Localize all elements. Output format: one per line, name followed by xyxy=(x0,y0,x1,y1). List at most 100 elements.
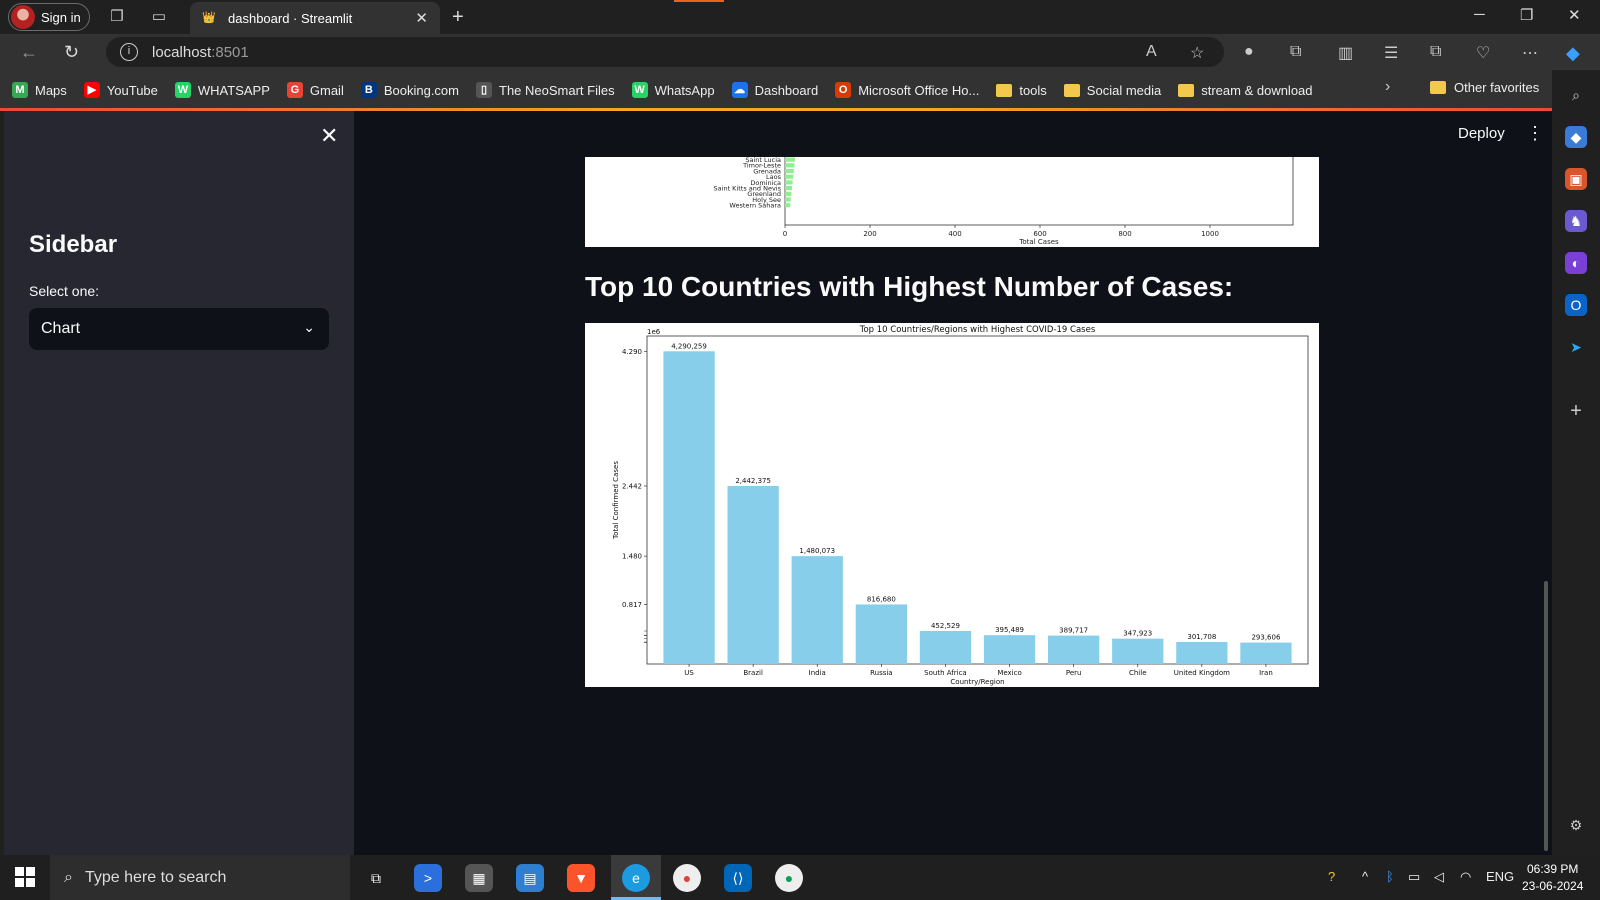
y-axis-label: Total Confirmed Cases xyxy=(612,461,620,540)
browser-essentials-icon[interactable]: ♡ xyxy=(1476,45,1491,62)
vscode-icon[interactable]: ⟨⟩ xyxy=(724,864,752,892)
address-bar[interactable]: i localhost:8501 xyxy=(106,37,1224,67)
main-scrollbar[interactable] xyxy=(1544,581,1548,851)
read-aloud-icon[interactable]: A xyxy=(1146,43,1157,60)
top-chart-x-tick-label: 200 xyxy=(863,230,876,238)
brave-icon[interactable]: ▼ xyxy=(567,864,595,892)
url-host: localhost xyxy=(152,43,212,61)
close-sidebar-icon[interactable]: ✕ xyxy=(320,123,339,148)
sidebar-settings-gear-icon[interactable]: ⚙ xyxy=(1569,817,1583,833)
edge-sidebar: ⌕ ◆ ▣ ♞ ◐ O ➤ + ⚙ xyxy=(1552,70,1600,855)
wifi-icon[interactable]: ◠ xyxy=(1460,869,1472,884)
chart-type-select[interactable]: Chart ⌄ xyxy=(29,308,329,350)
help-icon[interactable]: ? xyxy=(1328,869,1336,884)
collections-icon[interactable]: ⧉ xyxy=(1430,43,1442,60)
bookmark-item[interactable]: ▯ The NeoSmart Files xyxy=(476,82,615,98)
chrome-icon[interactable]: ● xyxy=(673,864,701,892)
tools-briefcase-icon[interactable]: ▣ xyxy=(1565,168,1587,190)
bookmark-item[interactable]: W WHATSAPP xyxy=(174,82,270,98)
back-icon[interactable]: ← xyxy=(20,42,38,62)
tab-dashboard[interactable]: 👑 dashboard · Streamlit ✕ xyxy=(190,2,440,34)
copilot-icon[interactable]: ◆ xyxy=(1566,43,1580,63)
bar-value-label: 1,480,073 xyxy=(799,547,835,555)
favorites-icon[interactable]: ☰ xyxy=(1384,45,1399,62)
taskbar-search-input[interactable]: ⌕ Type here to search xyxy=(50,855,350,900)
bookmark-item[interactable]: O Microsoft Office Ho... xyxy=(835,82,979,98)
office-icon[interactable]: ◐ xyxy=(1565,252,1587,274)
top-chart-bar xyxy=(785,186,792,191)
send-icon[interactable]: ➤ xyxy=(1570,339,1582,355)
bookmark-item[interactable]: Social media xyxy=(1063,82,1162,98)
bookmark-item[interactable]: W WhatsApp xyxy=(631,82,715,98)
file-explorer-icon[interactable]: ▤ xyxy=(516,864,544,892)
outlook-icon[interactable]: O xyxy=(1565,294,1587,316)
bookmark-item[interactable]: B Booking.com xyxy=(360,82,459,98)
restore-icon[interactable]: ❐ xyxy=(1520,7,1534,24)
site-info-icon[interactable]: i xyxy=(120,43,138,61)
x-tick-label: Mexico xyxy=(997,669,1021,677)
other-favorites[interactable]: Other favorites xyxy=(1430,80,1539,95)
powershell-icon[interactable]: > xyxy=(414,864,442,892)
bookmark-item[interactable]: tools xyxy=(996,83,1047,98)
chevron-down-icon: ⌄ xyxy=(303,319,315,335)
shopping-tag-icon[interactable]: ◆ xyxy=(1565,126,1587,148)
new-tab-button[interactable]: + xyxy=(452,6,464,28)
settings-more-icon[interactable]: ⋯ xyxy=(1522,45,1538,62)
close-window-icon[interactable]: ✕ xyxy=(1568,7,1581,24)
bookmark-item[interactable]: ▶ YouTube xyxy=(83,82,158,98)
main-menu-icon[interactable]: ⋮ xyxy=(1526,123,1544,143)
minimize-icon[interactable]: ─ xyxy=(1474,6,1485,23)
chart-bar xyxy=(663,351,715,664)
bookmark-label: Booking.com xyxy=(383,82,459,98)
microsoft-store-icon[interactable]: ▦ xyxy=(465,864,493,892)
bookmark-item[interactable]: stream & download xyxy=(1178,83,1313,98)
chart-bar xyxy=(919,631,972,664)
chart-bar xyxy=(727,485,779,664)
split-screen-icon[interactable]: ▥ xyxy=(1338,45,1354,62)
task-view-icon[interactable]: ⧉ xyxy=(371,870,381,886)
workspaces-icon[interactable]: ❒ xyxy=(110,8,124,25)
chart-axes-frame xyxy=(646,335,1309,665)
search-icon[interactable]: ⌕ xyxy=(1572,87,1580,103)
folder-icon xyxy=(1430,81,1446,94)
top-chart-country-label: Greenland xyxy=(747,190,781,198)
refresh-icon[interactable]: ↻ xyxy=(64,42,80,62)
games-icon[interactable]: ♞ xyxy=(1565,210,1587,232)
top-chart-country-label: Timor-Leste xyxy=(742,162,781,170)
bookmark-label: WhatsApp xyxy=(654,82,715,98)
chart-bar xyxy=(791,556,843,664)
battery-icon[interactable]: ▭ xyxy=(1408,869,1421,884)
bookmark-label: Social media xyxy=(1086,82,1162,98)
top-chart-x-tick-label: 1000 xyxy=(1201,230,1219,238)
taskbar-clock[interactable]: 06:39 PM 23-06-2024 xyxy=(1522,861,1583,895)
top-chart-x-tick-label: 600 xyxy=(1033,230,1046,238)
bookmark-item[interactable]: ☁ Dashboard xyxy=(731,82,818,98)
search-icon: ⌕ xyxy=(64,868,73,886)
chart-bar xyxy=(983,635,1036,664)
chart-bar xyxy=(1176,642,1228,664)
chart-bar xyxy=(1048,635,1100,664)
deploy-button[interactable]: Deploy xyxy=(1458,125,1505,142)
extension-drop-icon[interactable]: ● xyxy=(1244,43,1254,60)
profile-signin-button[interactable]: Sign in xyxy=(8,3,90,31)
bookmark-item[interactable]: M Maps xyxy=(12,82,67,98)
add-sidebar-app-icon[interactable]: + xyxy=(1570,400,1582,422)
windows-start-icon[interactable] xyxy=(15,867,35,887)
edge-icon[interactable]: e xyxy=(622,864,650,892)
close-tab-icon[interactable]: ✕ xyxy=(415,10,428,27)
bluetooth-icon[interactable]: ᛒ xyxy=(1386,869,1394,884)
y-tick-label: 2.442 xyxy=(622,483,642,491)
favorite-star-icon[interactable]: ☆ xyxy=(1190,45,1205,62)
bookmarks-overflow-chevron-icon[interactable]: › xyxy=(1385,78,1391,95)
bookmark-label: YouTube xyxy=(106,82,158,98)
extensions-icon[interactable]: ⧉ xyxy=(1290,43,1302,60)
volume-icon[interactable]: ◁ xyxy=(1434,869,1444,884)
url-port: :8501 xyxy=(211,43,249,61)
vertical-tabs-icon[interactable]: ▭ xyxy=(151,8,167,25)
chrome-profile-icon[interactable]: ● xyxy=(775,864,803,892)
bookmark-item[interactable]: G Gmail xyxy=(286,82,344,98)
tray-overflow-chevron-icon[interactable]: ^ xyxy=(1362,869,1369,884)
top-chart-bar xyxy=(785,203,791,208)
windows-taskbar: ⌕ Type here to search ⧉ > ▦ ▤ ▼ e ● ⟨⟩ ●… xyxy=(0,855,1600,900)
language-indicator[interactable]: ENG xyxy=(1486,869,1515,884)
